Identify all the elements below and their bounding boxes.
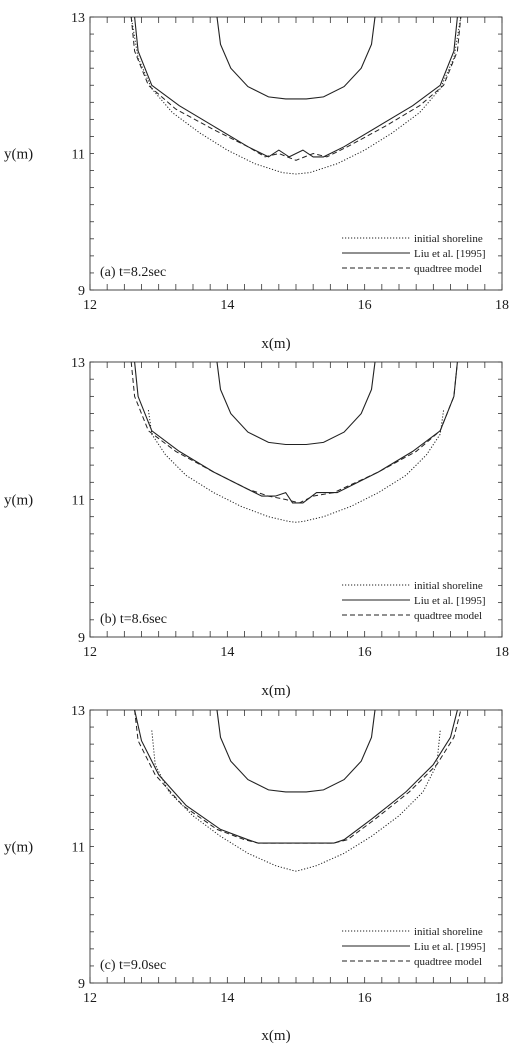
legend-entry: quadtree model [414,610,482,622]
legend-entry: initial shoreline [414,233,483,245]
series-line-quadtree-model [134,710,462,844]
series-line-liu-et-al-1995 [134,362,458,504]
x-tick-label: 12 [83,991,97,1006]
x-tick-label: 16 [358,645,372,660]
x-axis-label: x(m) [261,336,290,352]
series-line-initial-shoreline [151,730,441,872]
x-tick-label: 14 [220,991,234,1006]
x-tick-label: 18 [495,298,509,313]
legend-entry: quadtree model [414,956,482,968]
y-tick-label: 9 [78,284,85,299]
series-line-initial-shoreline [130,17,462,175]
x-tick-label: 14 [220,298,234,313]
series-line-initial-shoreline [147,410,445,523]
x-tick-label: 14 [220,645,234,660]
series-line-liu-et-al-1995 [134,710,458,844]
y-axis-label: y(m) [4,147,33,163]
x-axis-label: x(m) [261,1028,290,1044]
panel-label: (a) t=8.2sec [100,265,166,280]
x-tick-label: 18 [495,991,509,1006]
panel-label: (c) t=9.0sec [100,958,166,973]
series-line-liu-et-al-1995 [134,17,458,158]
chart-panel-2: 12 14 16 18 9 11 13 x(m) y(m) initial shoreline Li… [4,356,509,699]
chart-panel-1: 12 14 16 18 9 11 13 x(m) y(m) initial shoreline Li… [4,11,509,352]
y-tick-label: 9 [78,631,85,646]
chart-panel-3: 12 14 16 18 9 11 13 x(m) y(m) initial shoreline Li… [4,704,509,1044]
x-tick-label: 16 [358,991,372,1006]
legend-entry: Liu et al. [1995] [414,248,485,260]
legend-entry: initial shoreline [414,580,483,592]
y-axis-label: y(m) [4,493,33,509]
legend-entry: Liu et al. [1995] [414,941,485,953]
y-axis-label: y(m) [4,840,33,856]
panel-label: (b) t=8.6sec [100,612,167,627]
series-line-quadtree-model [130,17,462,161]
series-line-quadtree-model [130,362,458,504]
y-tick-label: 11 [72,841,85,856]
x-tick-label: 16 [358,298,372,313]
legend-entry: initial shoreline [414,926,483,938]
y-tick-label: 11 [72,494,85,509]
x-tick-label: 18 [495,645,509,660]
x-tick-label: 12 [83,645,97,660]
y-tick-label: 9 [78,977,85,992]
x-axis-label: x(m) [261,683,290,699]
legend-entry: Liu et al. [1995] [414,595,485,607]
y-tick-label: 13 [71,11,85,26]
y-tick-label: 13 [71,356,85,371]
y-tick-label: 11 [72,148,85,163]
legend-entry: quadtree model [414,263,482,275]
x-tick-label: 12 [83,298,97,313]
y-tick-label: 13 [71,704,85,719]
